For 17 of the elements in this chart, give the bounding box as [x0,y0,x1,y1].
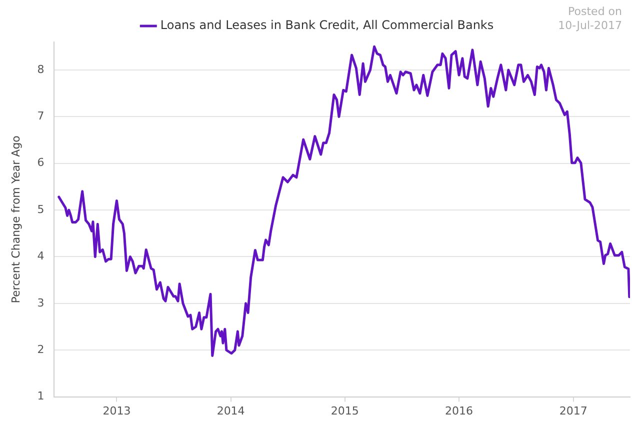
y-tick-label: 3 [37,296,44,310]
y-tick-label: 6 [37,156,44,170]
y-tick-label: 2 [37,342,44,356]
y-tick-label: 1 [37,390,44,403]
legend-label: Loans and Leases in Bank Credit, All Commercial Banks [160,18,494,32]
x-tick-label: 2013 [102,404,131,418]
text: 10-Jul-2017 [558,18,622,32]
x-tick-label: 2015 [330,404,359,418]
y-tick-label: 4 [37,250,44,263]
y-tick-label: 5 [37,202,44,216]
x-tick-label: 2014 [216,404,245,418]
y-axis-title: Percent Change from Year Ago [9,135,22,304]
x-tick-label: 2017 [559,404,588,418]
y-tick-label: 7 [37,110,44,123]
text: Posted on [568,4,622,18]
y-tick-label: 8 [37,62,44,76]
x-tick-label: 2016 [445,404,474,418]
